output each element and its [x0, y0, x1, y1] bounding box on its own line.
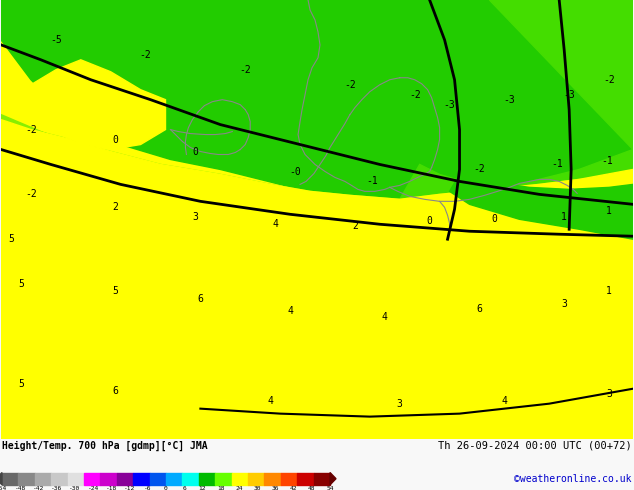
Text: 1: 1: [561, 212, 567, 222]
Polygon shape: [0, 472, 2, 485]
Text: -3: -3: [444, 99, 455, 110]
Text: -36: -36: [51, 486, 62, 490]
Polygon shape: [1, 120, 633, 439]
Text: 3: 3: [561, 299, 567, 309]
Text: Th 26-09-2024 00:00 UTC (00+72): Th 26-09-2024 00:00 UTC (00+72): [438, 441, 632, 451]
Text: 0: 0: [113, 135, 119, 145]
Polygon shape: [450, 174, 633, 239]
Bar: [297, 472, 314, 485]
Text: -2: -2: [603, 75, 615, 85]
Text: 5: 5: [18, 279, 24, 289]
Text: 36: 36: [271, 486, 279, 490]
Text: 30: 30: [254, 486, 261, 490]
Text: 5: 5: [113, 286, 119, 296]
Bar: [51, 472, 68, 485]
Text: -5: -5: [50, 35, 61, 45]
Text: 4: 4: [272, 219, 278, 229]
Text: 0: 0: [193, 147, 198, 157]
Bar: [314, 472, 330, 485]
Text: -2: -2: [474, 165, 486, 174]
Text: -1: -1: [552, 159, 563, 170]
Bar: [2, 472, 18, 485]
Text: -6: -6: [144, 486, 152, 490]
Text: 1: 1: [606, 206, 612, 216]
Bar: [281, 472, 297, 485]
Text: -3: -3: [563, 90, 575, 99]
Text: 3: 3: [606, 389, 612, 399]
Bar: [18, 472, 35, 485]
Text: -18: -18: [106, 486, 117, 490]
Text: 4: 4: [501, 396, 507, 406]
Bar: [215, 472, 231, 485]
Bar: [68, 472, 84, 485]
Text: -48: -48: [15, 486, 26, 490]
Bar: [231, 472, 248, 485]
Text: -24: -24: [87, 486, 99, 490]
Text: 48: 48: [308, 486, 316, 490]
Text: 6: 6: [113, 386, 119, 396]
Text: 2: 2: [113, 202, 119, 212]
Text: 0: 0: [427, 216, 432, 226]
Polygon shape: [399, 0, 633, 220]
Text: ©weatheronline.co.uk: ©weatheronline.co.uk: [515, 473, 632, 484]
Text: Height/Temp. 700 hPa [gdmp][°C] JMA: Height/Temp. 700 hPa [gdmp][°C] JMA: [2, 441, 207, 451]
Text: 42: 42: [290, 486, 297, 490]
Text: -2: -2: [25, 189, 37, 199]
Text: -30: -30: [69, 486, 81, 490]
Text: -2: -2: [25, 124, 37, 135]
Bar: [35, 472, 51, 485]
Polygon shape: [1, 60, 165, 149]
Bar: [264, 472, 281, 485]
Polygon shape: [1, 0, 633, 199]
Text: 6: 6: [183, 486, 186, 490]
Bar: [100, 472, 117, 485]
Text: 5: 5: [8, 234, 14, 244]
Text: 0: 0: [491, 214, 497, 224]
Polygon shape: [330, 472, 336, 485]
Text: 3: 3: [397, 399, 403, 409]
Bar: [117, 472, 133, 485]
Text: -12: -12: [124, 486, 135, 490]
Text: 4: 4: [382, 312, 388, 322]
Text: 4: 4: [287, 306, 293, 316]
Text: -1: -1: [601, 156, 613, 167]
Text: -42: -42: [33, 486, 44, 490]
Text: -2: -2: [344, 80, 356, 90]
Text: 18: 18: [217, 486, 224, 490]
Bar: [133, 472, 150, 485]
Text: 4: 4: [267, 396, 273, 406]
Text: 54: 54: [327, 486, 333, 490]
Text: 3: 3: [193, 212, 198, 222]
Text: -3: -3: [503, 95, 515, 105]
Text: -2: -2: [240, 65, 251, 75]
Text: 1: 1: [606, 286, 612, 296]
Text: -0: -0: [289, 168, 301, 177]
Text: -2: -2: [409, 90, 420, 99]
Text: 6: 6: [197, 294, 204, 304]
Text: 5: 5: [18, 379, 24, 389]
Bar: [150, 472, 166, 485]
Text: 24: 24: [235, 486, 243, 490]
Text: 6: 6: [477, 304, 482, 314]
Bar: [84, 472, 100, 485]
Bar: [248, 472, 264, 485]
Text: -1: -1: [366, 176, 378, 186]
Bar: [199, 472, 215, 485]
Text: -2: -2: [139, 50, 152, 60]
Text: 12: 12: [198, 486, 206, 490]
Bar: [183, 472, 199, 485]
Text: 0: 0: [164, 486, 168, 490]
Text: 2: 2: [352, 221, 358, 231]
Text: -54: -54: [0, 486, 8, 490]
Polygon shape: [1, 115, 633, 220]
Bar: [166, 472, 183, 485]
